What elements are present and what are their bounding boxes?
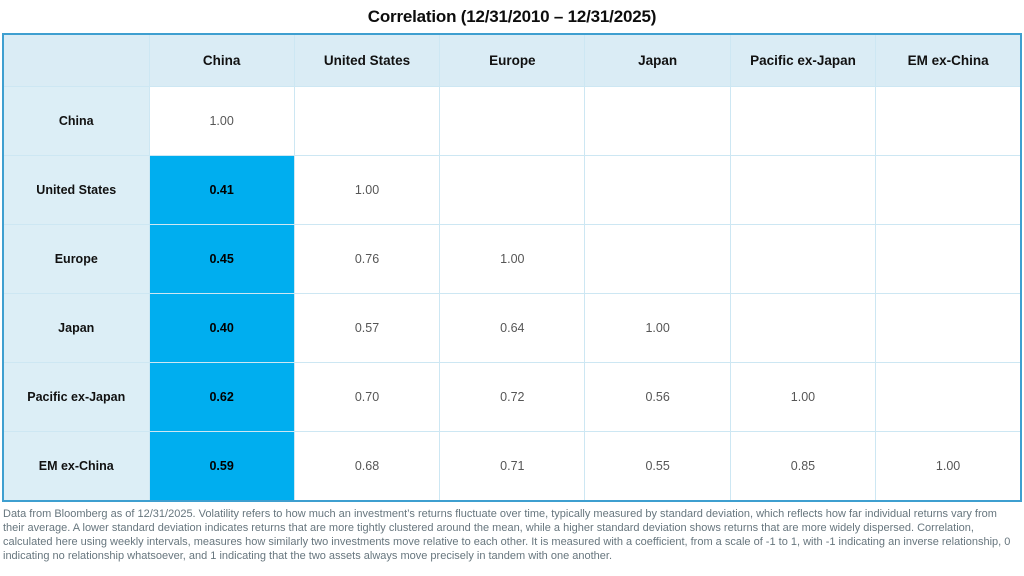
matrix-cell xyxy=(729,86,877,156)
matrix-cell: 0.70 xyxy=(293,362,441,432)
corner-cell xyxy=(2,33,150,87)
matrix-cell: 1.00 xyxy=(875,431,1022,501)
row-label: China xyxy=(2,86,150,156)
matrix-cell: 1.00 xyxy=(439,224,586,294)
matrix-cell: 0.56 xyxy=(584,362,731,432)
matrix-cell: 0.45 xyxy=(148,224,295,294)
matrix-cell xyxy=(584,224,731,294)
matrix-cell xyxy=(584,86,731,156)
table-row: EM ex-China 0.59 0.68 0.71 0.55 0.85 1.00 xyxy=(2,431,1022,501)
page-title: Correlation (12/31/2010 – 12/31/2025) xyxy=(367,7,657,26)
matrix-cell: 0.71 xyxy=(439,431,586,501)
row-label: United States xyxy=(2,155,150,225)
matrix-cell: 0.40 xyxy=(148,293,295,363)
matrix-cell: 0.64 xyxy=(439,293,586,363)
column-header: Pacific ex-Japan xyxy=(729,33,877,87)
correlation-matrix: China United States Europe Japan Pacific ex-… xyxy=(2,33,1022,502)
column-header: China xyxy=(148,33,295,87)
matrix-cell xyxy=(729,224,877,294)
matrix-cell xyxy=(875,293,1022,363)
matrix-cell: 0.76 xyxy=(293,224,441,294)
matrix-cell xyxy=(584,155,731,225)
matrix-cell: 0.72 xyxy=(439,362,586,432)
row-label: EM ex-China xyxy=(2,431,150,501)
row-label: Europe xyxy=(2,224,150,294)
column-header: EM ex-China xyxy=(875,33,1022,87)
column-header: Europe xyxy=(439,33,586,87)
row-label: Pacific ex-Japan xyxy=(2,362,150,432)
matrix-cell xyxy=(729,155,877,225)
matrix-cell xyxy=(875,155,1022,225)
table-row: Japan 0.40 0.57 0.64 1.00 xyxy=(2,293,1022,363)
footnote: Data from Bloomberg as of 12/31/2025. Vo… xyxy=(3,507,1011,563)
matrix-cell: 1.00 xyxy=(729,362,877,432)
table-row: United States 0.41 1.00 xyxy=(2,155,1022,225)
matrix-cell: 1.00 xyxy=(293,155,441,225)
matrix-cell: 1.00 xyxy=(584,293,731,363)
matrix-cell: 0.55 xyxy=(584,431,731,501)
matrix-cell: 0.62 xyxy=(148,362,295,432)
header-row: China United States Europe Japan Pacific ex-… xyxy=(2,33,1022,87)
matrix-cell xyxy=(875,362,1022,432)
row-label: Japan xyxy=(2,293,150,363)
matrix-cell: 1.00 xyxy=(148,86,295,156)
matrix-cell xyxy=(439,86,586,156)
matrix-cell xyxy=(293,86,441,156)
matrix-cell xyxy=(729,293,877,363)
matrix-body: China 1.00 United States 0.41 1.00 Europe 0.45… xyxy=(2,86,1022,501)
matrix-cell: 0.85 xyxy=(729,431,877,501)
matrix-cell: 0.68 xyxy=(293,431,441,501)
column-header: United States xyxy=(293,33,441,87)
table-row: Pacific ex-Japan 0.62 0.70 0.72 0.56 1.00 xyxy=(2,362,1022,432)
matrix-cell: 0.59 xyxy=(148,431,295,501)
matrix-cell xyxy=(875,86,1022,156)
table-row: China 1.00 xyxy=(2,86,1022,156)
column-header: Japan xyxy=(584,33,731,87)
matrix-cell xyxy=(875,224,1022,294)
table-row: Europe 0.45 0.76 1.00 xyxy=(2,224,1022,294)
matrix-cell xyxy=(439,155,586,225)
matrix-cell: 0.57 xyxy=(293,293,441,363)
matrix-cell: 0.41 xyxy=(148,155,295,225)
